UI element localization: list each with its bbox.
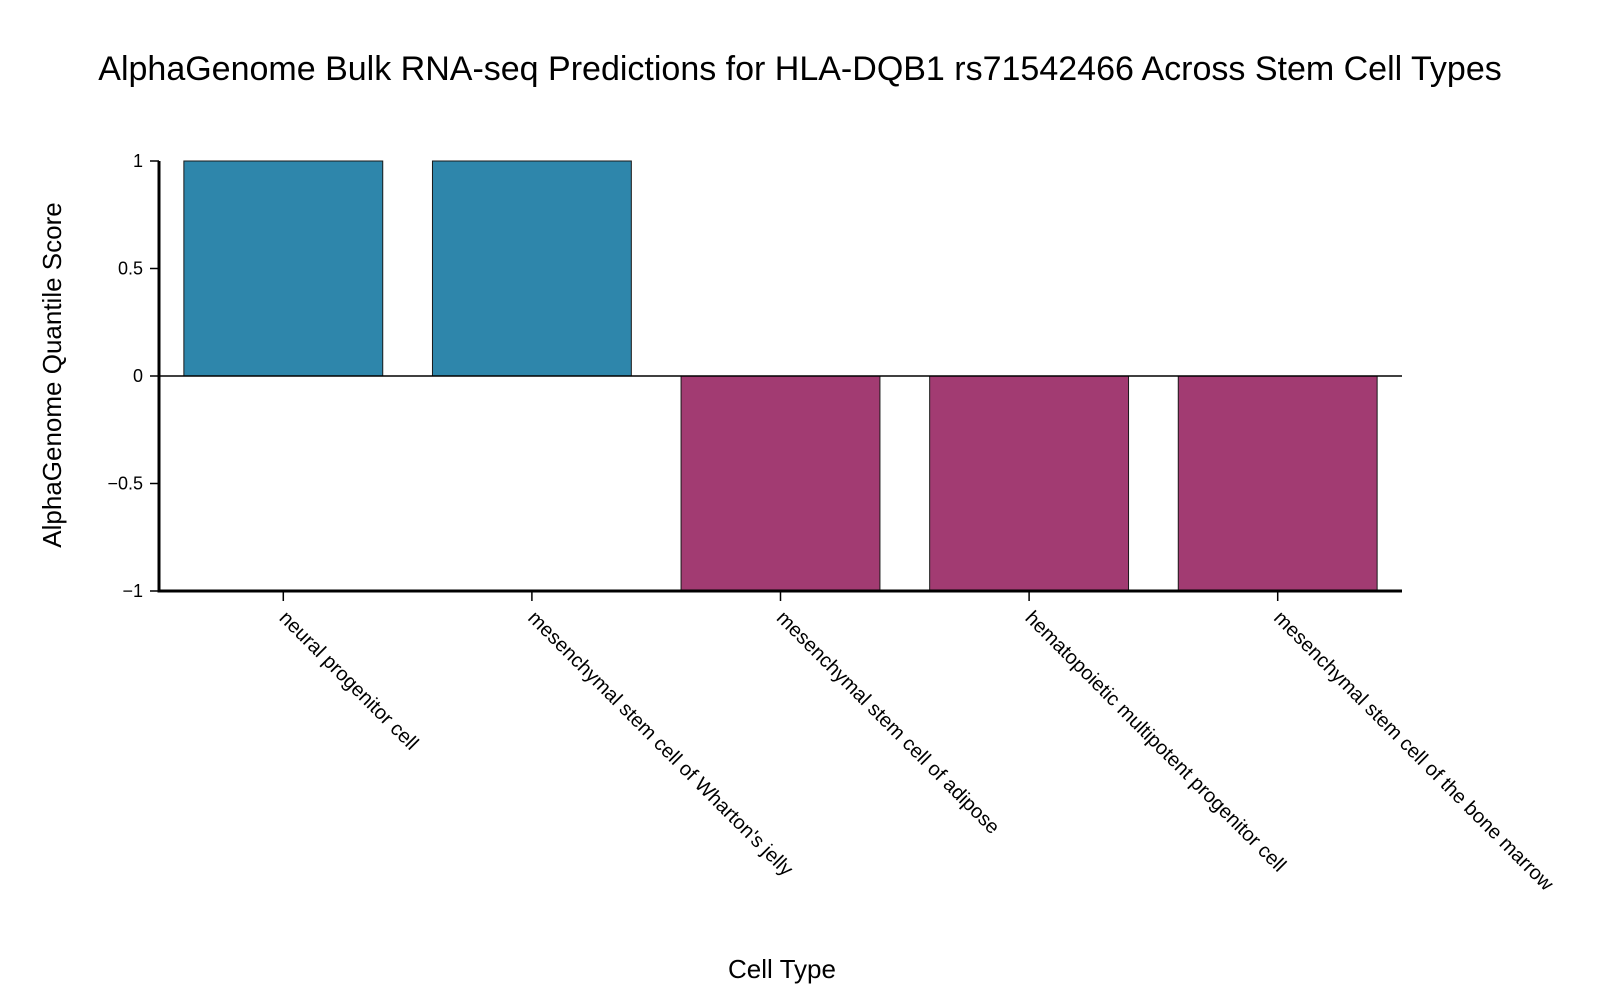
bar [431, 160, 632, 377]
bar [680, 375, 881, 592]
bar [929, 375, 1130, 592]
y-tick-label: 1 [133, 151, 143, 171]
x-tick-label: mesenchymal stem cell of adipose [772, 607, 1004, 839]
y-axis-title: AlphaGenome Quantile Score [37, 202, 67, 547]
y-tick-label: 0 [133, 366, 143, 386]
x-tick-label: neural progenitor cell [275, 607, 423, 755]
y-tick-label: −1 [122, 581, 143, 601]
plot-area: 1 0.5 0 −0.5 −1 neural progenitor cell mesench… [107, 151, 1557, 896]
x-tick-label: mesenchymal stem cell of Wharton's jelly [523, 607, 797, 881]
chart-title: AlphaGenome Bulk RNA-seq Predictions for… [98, 50, 1501, 88]
y-tick-label: 0.5 [118, 259, 143, 279]
x-tick-label: mesenchymal stem cell of the bone marrow [1269, 607, 1558, 896]
x-axis-title: Cell Type [728, 954, 836, 984]
bar [1177, 375, 1378, 592]
bar [183, 160, 384, 377]
y-tick-label: −0.5 [107, 474, 143, 494]
x-tick-label: hematopoietic multipotent progenitor cel… [1021, 607, 1290, 876]
